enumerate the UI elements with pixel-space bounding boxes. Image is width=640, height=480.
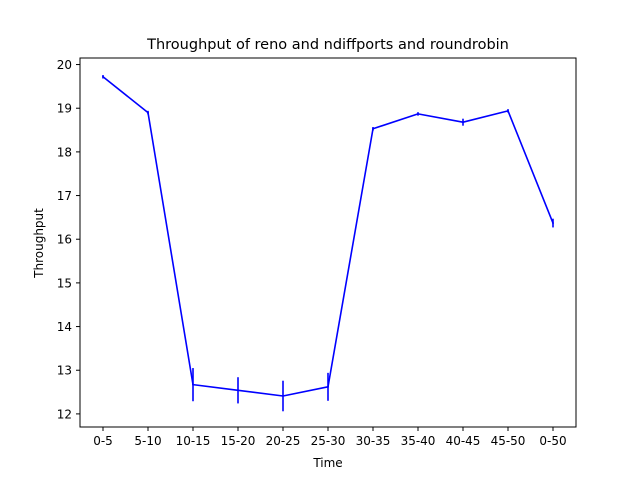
x-tick-label: 10-15 xyxy=(176,434,211,448)
data-point xyxy=(192,383,194,386)
data-point xyxy=(237,389,239,392)
x-tick-label: 0-50 xyxy=(539,434,566,448)
x-tick-label: 45-50 xyxy=(491,434,526,448)
y-axis: 12 13 14 15 16 17 18 19 20 xyxy=(57,58,80,421)
y-tick-label: 19 xyxy=(57,102,72,116)
y-tick-label: 18 xyxy=(57,145,72,159)
x-tick-label: 15-20 xyxy=(221,434,256,448)
data-point xyxy=(417,112,419,115)
data-point xyxy=(462,121,464,124)
chart-title: Throughput of reno and ndiffports and ro… xyxy=(146,37,509,53)
x-tick-label: 0-5 xyxy=(93,434,113,448)
y-axis-title: Throughput xyxy=(32,208,46,279)
x-tick-label: 30-35 xyxy=(356,434,391,448)
x-tick-label: 5-10 xyxy=(134,434,161,448)
y-tick-label: 14 xyxy=(57,320,72,334)
data-point xyxy=(552,222,554,224)
data-point xyxy=(507,109,509,112)
y-tick-label: 17 xyxy=(57,189,72,203)
y-tick-label: 12 xyxy=(57,407,72,421)
plot-area xyxy=(102,75,554,412)
y-tick-label: 13 xyxy=(57,364,72,378)
y-tick-label: 15 xyxy=(57,276,72,290)
data-point xyxy=(147,111,149,114)
x-tick-label: 35-40 xyxy=(401,434,436,448)
x-tick-label: 25-30 xyxy=(311,434,346,448)
x-tick-label: 20-25 xyxy=(266,434,301,448)
y-tick-label: 16 xyxy=(57,233,72,247)
x-axis: 0-5 5-10 10-15 15-20 20-25 25-30 30-35 35-40 40-… xyxy=(93,427,567,448)
data-point xyxy=(327,385,329,388)
y-tick-label: 20 xyxy=(57,58,72,72)
x-tick-label: 40-45 xyxy=(446,434,481,448)
data-point xyxy=(372,127,374,130)
x-axis-title: Time xyxy=(312,456,342,470)
data-point xyxy=(282,395,284,397)
data-point xyxy=(102,75,104,78)
